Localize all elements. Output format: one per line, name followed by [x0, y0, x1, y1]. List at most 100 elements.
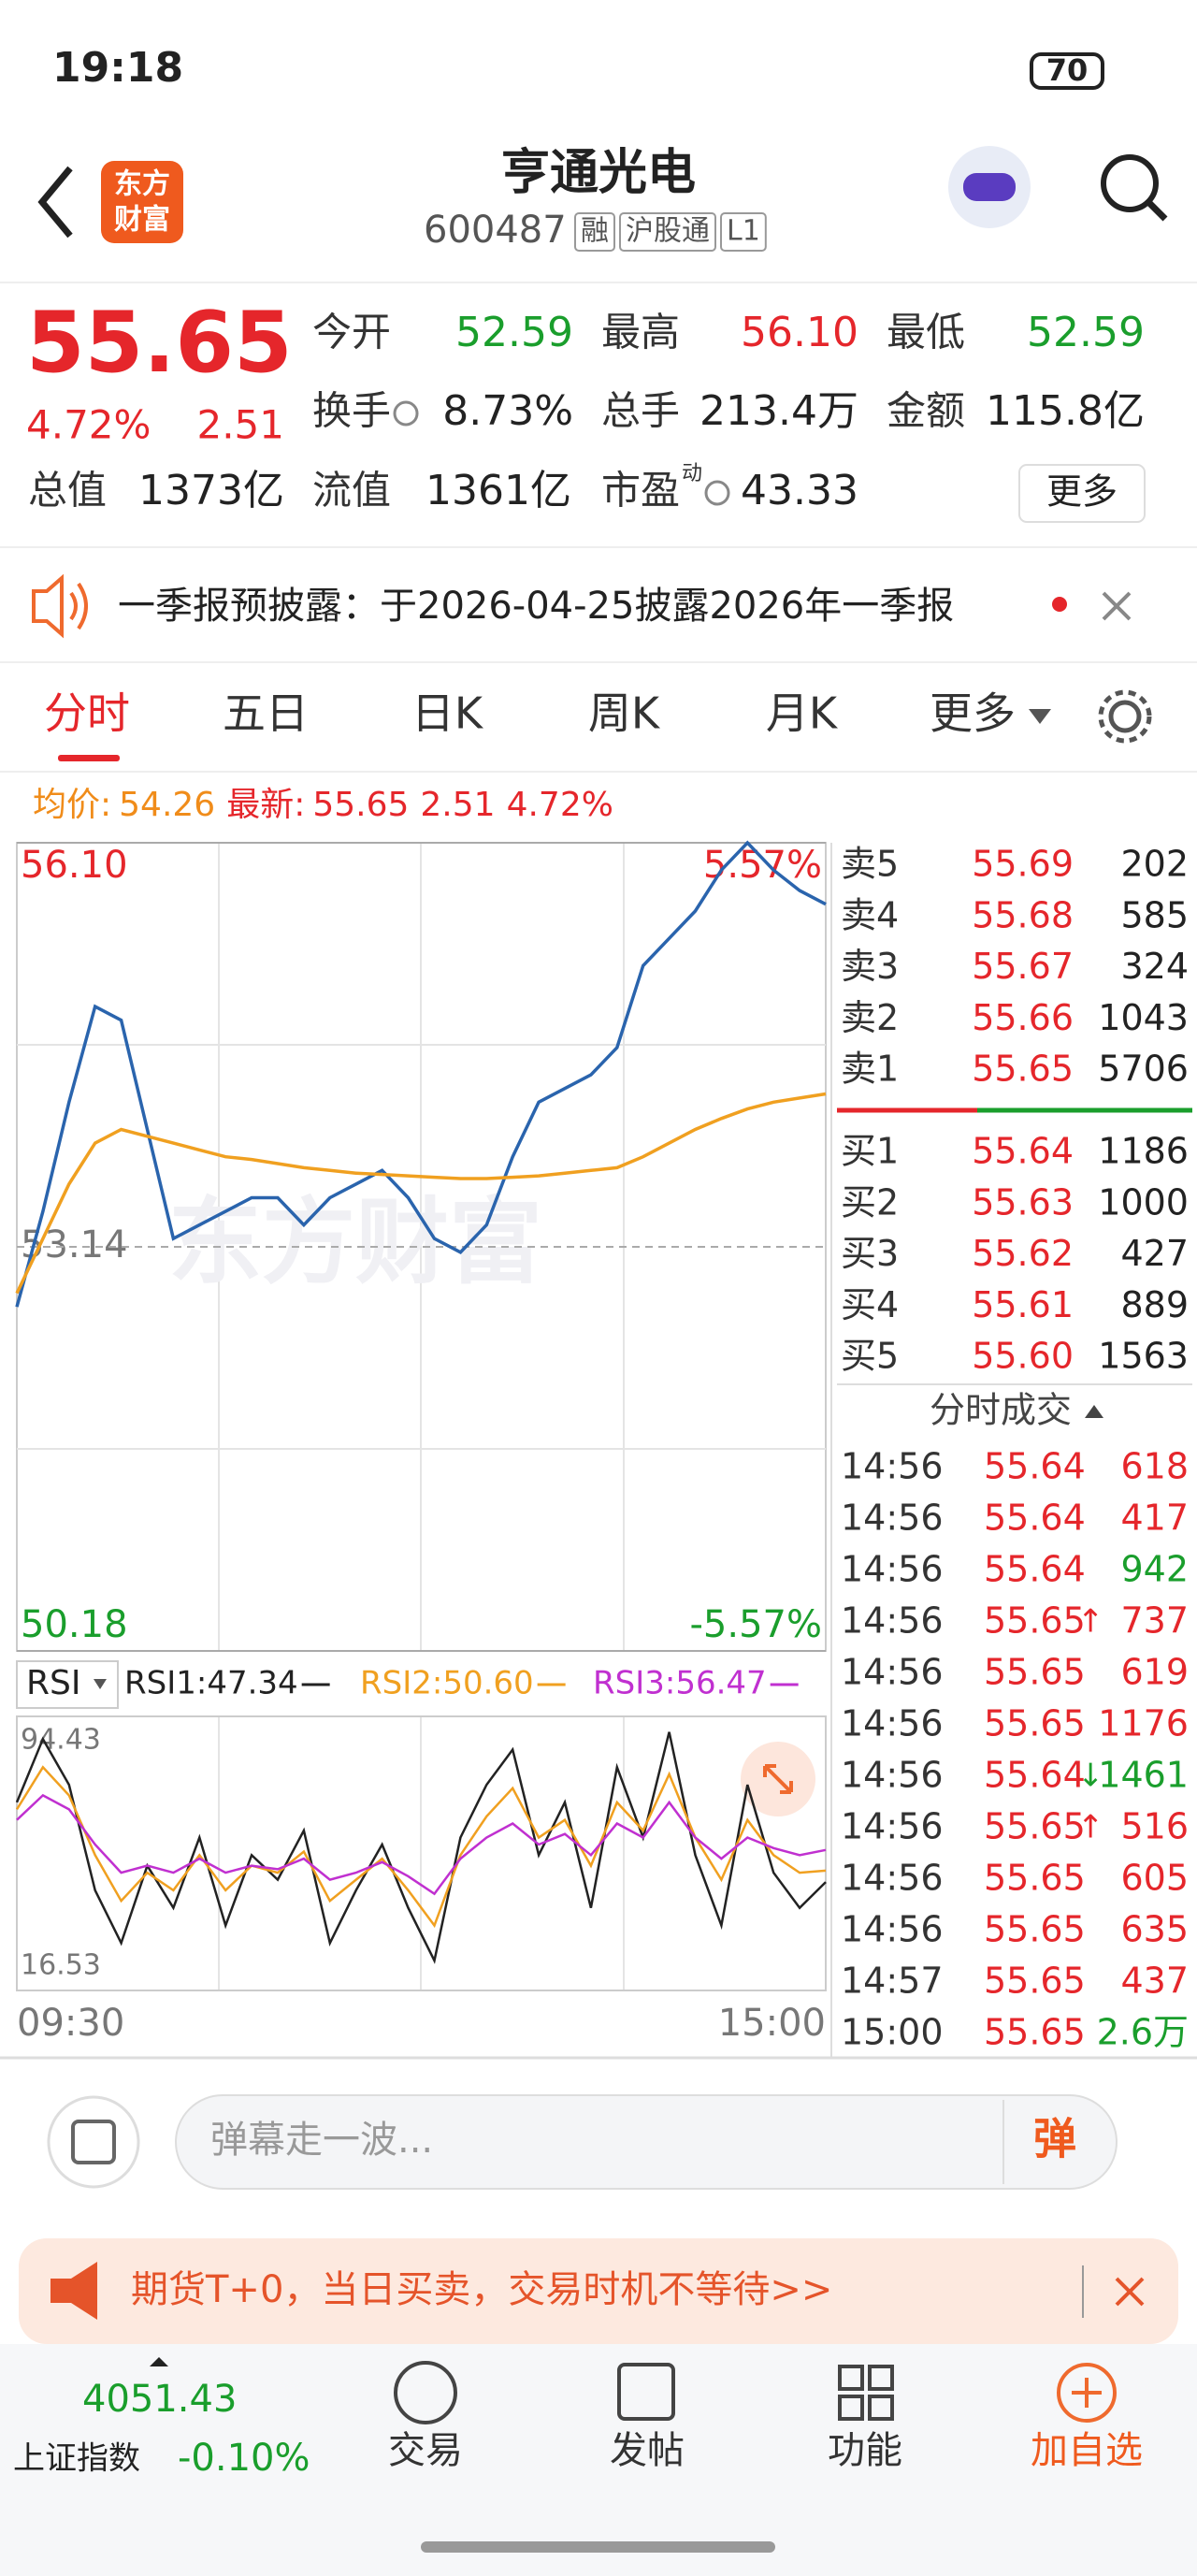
search-button[interactable]: [1101, 154, 1159, 212]
ob-price: 55.62: [972, 1233, 1074, 1274]
field-label: 最低: [887, 310, 965, 355]
field-label: 今开: [312, 310, 391, 355]
add-icon: [1057, 2363, 1117, 2423]
ob-vol: 1043: [1098, 997, 1189, 1038]
trade-time: 14:56: [841, 1806, 944, 1847]
nav-item[interactable]: 发帖: [610, 2429, 685, 2472]
battery: [1030, 52, 1104, 90]
y2-tick-label: -5.57%: [689, 1603, 822, 1646]
home-indicator: [421, 2541, 775, 2553]
legend-entry: RSI1:47.34: [124, 1665, 298, 1702]
comment-input[interactable]: [175, 2094, 1118, 2190]
trade-icon: [394, 2361, 457, 2424]
back-button[interactable]: [37, 166, 73, 239]
indicator-selector[interactable]: [16, 1660, 119, 1709]
series-line: [15, 840, 827, 1308]
legend-entry: RSI2:50.60: [360, 1665, 534, 1702]
trade-price: 55.64: [984, 1446, 1086, 1487]
comment-list-button[interactable]: [47, 2095, 140, 2189]
trade-vol: 618: [1120, 1446, 1189, 1487]
nav-item[interactable]: 加自选: [1031, 2429, 1143, 2472]
trades-title: 分时成交: [930, 1390, 1072, 1431]
tab[interactable]: 周K: [588, 688, 661, 739]
ob-label: 卖1: [841, 1049, 899, 1090]
trade-time: 15:00: [841, 2012, 944, 2053]
ob-label: 卖5: [841, 844, 899, 885]
trade-time: 14:56: [841, 1909, 944, 1950]
selector-arrow: [94, 1679, 107, 1689]
field-label: 市盈: [601, 468, 680, 514]
ad-icon: [50, 2262, 97, 2320]
clock: 19:18: [52, 44, 183, 92]
y-tick-label: 56.10: [21, 844, 128, 887]
avg-label: 均价:: [33, 786, 111, 824]
tag-box: [720, 212, 767, 252]
comment-list-icon: [71, 2120, 116, 2164]
change: 2.51: [196, 402, 284, 448]
ob-price: 55.69: [972, 844, 1074, 885]
trade-price: 55.65: [984, 1961, 1086, 2002]
trade-price: 55.65: [984, 1652, 1086, 1693]
field-value: 115.8亿: [986, 387, 1145, 435]
info-line: 均价: 54.26 最新: 55.65 2.51 4.72%: [33, 786, 613, 824]
ob-label: 卖3: [841, 946, 899, 987]
settings-gear: [1098, 689, 1152, 744]
last-pct: 4.72%: [507, 786, 613, 824]
avg-value: 54.26: [119, 786, 215, 824]
avatar-face: [963, 173, 1016, 201]
field-value: 1361亿: [425, 467, 571, 514]
trade-price: 55.65: [984, 1703, 1086, 1744]
trade-vol: 737: [1120, 1600, 1189, 1642]
trade-price: 55.64: [984, 1498, 1086, 1539]
x-tick-label: 15:00: [718, 2002, 826, 2045]
trade-time: 14:56: [841, 1755, 944, 1796]
ob-vol: 202: [1120, 844, 1189, 885]
more-button[interactable]: [1018, 464, 1146, 523]
trade-time: 14:56: [841, 1600, 944, 1642]
watermark: 东方财富: [168, 1187, 542, 1296]
last-price: 55.65: [26, 294, 293, 392]
trade-time: 14:56: [841, 1858, 944, 1899]
trade-price: 55.65: [984, 2012, 1086, 2053]
speaker-waves: [69, 582, 88, 630]
icon-cell: [838, 2395, 864, 2421]
nav-item[interactable]: 交易: [388, 2429, 463, 2472]
ad-close[interactable]: [1115, 2277, 1145, 2307]
chart-layout-grid: [17, 843, 826, 1990]
tab[interactable]: 月K: [766, 688, 839, 739]
trade-arrow: ↓: [1077, 1758, 1104, 1795]
trade-price: 55.64: [984, 1755, 1086, 1796]
ob-price: 55.60: [972, 1336, 1074, 1377]
tab[interactable]: 五日: [223, 688, 309, 739]
tab[interactable]: 更多: [930, 688, 1016, 739]
ob-vol: 324: [1120, 946, 1189, 987]
trade-price: 55.65: [984, 1806, 1086, 1847]
icon-cell: [868, 2365, 894, 2391]
ad-banner[interactable]: [19, 2238, 1178, 2344]
field-value: 52.59: [455, 309, 573, 356]
field-label: 总手: [601, 388, 680, 434]
ob-price: 55.64: [972, 1131, 1074, 1172]
ob-label: 买2: [841, 1181, 899, 1223]
nav-item[interactable]: 功能: [828, 2429, 902, 2472]
danmaku-button[interactable]: 弹: [1033, 2114, 1076, 2164]
indicator-name: RSI: [26, 1664, 80, 1702]
tag: L1: [727, 215, 760, 248]
ob-label: 买1: [841, 1131, 899, 1172]
more-label: 更多: [1046, 471, 1118, 513]
settings-button[interactable]: [1108, 700, 1142, 733]
tab-dropdown: [1029, 709, 1051, 724]
tab[interactable]: 分时: [44, 688, 130, 739]
unread-dot: [1052, 597, 1067, 612]
search-handle: [1146, 199, 1168, 222]
ob-price: 55.63: [972, 1181, 1074, 1223]
tag-box: [574, 212, 615, 252]
change-pct: 4.72%: [26, 402, 151, 448]
index-value: 4051.43: [82, 2378, 237, 2421]
tab[interactable]: 日K: [411, 688, 484, 739]
close-notice[interactable]: [1102, 591, 1132, 621]
field-sup: 动: [682, 462, 702, 485]
ob-price: 55.61: [972, 1284, 1074, 1325]
tab-underline: [58, 755, 120, 761]
